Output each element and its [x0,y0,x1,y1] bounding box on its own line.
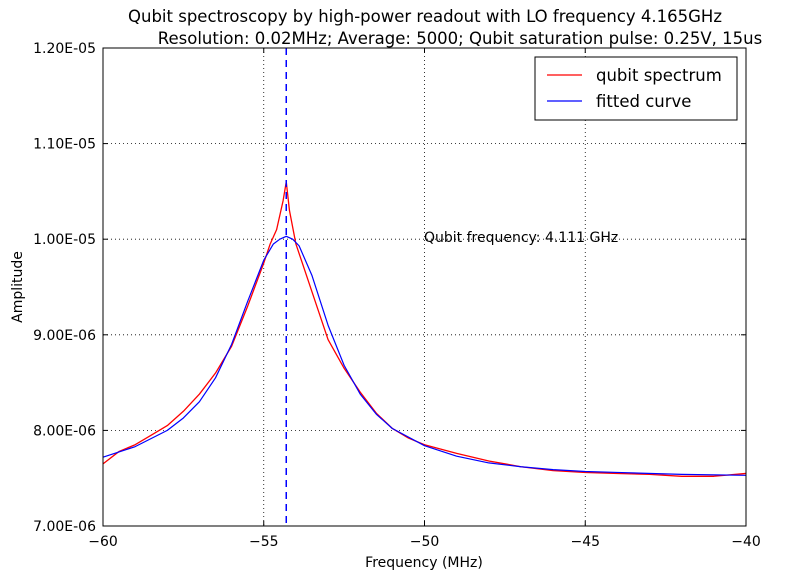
y-tick-label: 7.00E-06 [33,519,96,535]
x-tick-label: −40 [731,534,761,550]
chart-subtitle: Resolution: 0.02MHz; Average: 5000; Qubi… [158,29,762,48]
x-axis-label: Frequency (MHz) [365,555,483,571]
series-line-fitted-curve [102,235,747,476]
x-tick-label: −60 [88,534,118,550]
qubit-frequency-annotation: Qubit frequency: 4.111 GHz [424,230,618,246]
chart-title: Qubit spectroscopy by high-power readout… [128,7,722,26]
legend-box [534,56,738,121]
series-line-qubit-spectrum [102,181,747,477]
x-tick-label: −45 [570,534,600,550]
y-tick-label: 8.00E-06 [33,423,96,439]
legend-label-fitted-curve: fitted curve [596,92,691,111]
y-tick-label: 9.00E-06 [33,328,96,344]
x-tick-label: −55 [249,534,279,550]
legend-label-qubit-spectrum: qubit spectrum [596,66,722,85]
legend: qubit spectrum fitted curve [534,56,738,121]
y-tick-label: 1.10E-05 [33,137,96,153]
plot-area [102,48,747,526]
y-tick-label: 1.20E-05 [33,41,96,57]
y-tick-label: 1.00E-05 [33,232,96,248]
y-axis-label: Amplitude [10,251,26,323]
x-tick-label: −50 [410,534,440,550]
axis-ticks: −60 −55 −50 −45 −40 7.00E-06 8.00E-06 9.00E-06 1… [33,41,761,550]
